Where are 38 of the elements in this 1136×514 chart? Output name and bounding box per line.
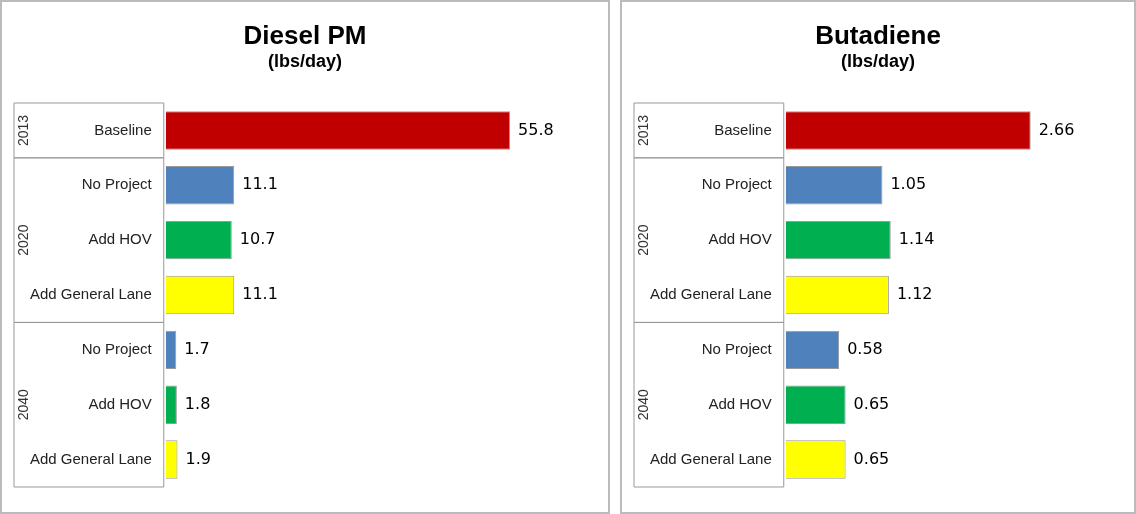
data-label: 11.1 [242, 174, 278, 194]
data-label: 1.05 [890, 174, 927, 194]
chart-subtitle: (lbs/day) [840, 51, 916, 72]
y-tick-label: Add General Lane [649, 285, 772, 303]
y-tick-label: Baseline [714, 120, 772, 138]
text: 2040 [634, 388, 651, 421]
y-tick-label: No Project [701, 340, 773, 357]
data-label: 1.14 [898, 229, 935, 249]
y-tick-label: Add General Lane [649, 449, 772, 467]
data-label: 1.12 [896, 284, 933, 304]
y-tick-label: Add HOV [708, 394, 772, 412]
y-tick-label: No Project [81, 175, 153, 193]
data-label: 11.1 [242, 284, 278, 304]
y-tick-label: Baseline [94, 120, 152, 138]
y-tick-label: No Project [701, 175, 773, 193]
text: 2040 [14, 388, 31, 421]
data-label: 0.65 [853, 448, 890, 468]
data-label: 1.8 [184, 393, 211, 413]
text: 2013 [14, 114, 31, 147]
chart-subtitle: (lbs/day) [267, 51, 343, 72]
data-label: 10.7 [239, 229, 276, 249]
data-label: 1.9 [185, 448, 211, 468]
chart-title: Diesel PM [242, 20, 368, 51]
y-tick-label: No Project [81, 340, 153, 357]
chart-title: Butadiene [814, 20, 942, 51]
y-tick-label: Add HOV [88, 230, 152, 248]
text: 2020 [14, 224, 31, 256]
text: 2020 [634, 224, 651, 256]
y-tick-label: Add HOV [88, 394, 152, 412]
data-label: 55.8 [518, 119, 554, 139]
y-tick-label: Add General Lane [29, 449, 152, 467]
data-label: 0.58 [847, 339, 883, 359]
data-label: 0.65 [853, 393, 890, 413]
y-tick-label: Add General Lane [29, 285, 152, 303]
data-label: 2.66 [1038, 119, 1075, 139]
data-label: 1.7 [184, 339, 210, 359]
y-tick-label: Add HOV [708, 230, 772, 248]
text: 2013 [634, 114, 651, 147]
